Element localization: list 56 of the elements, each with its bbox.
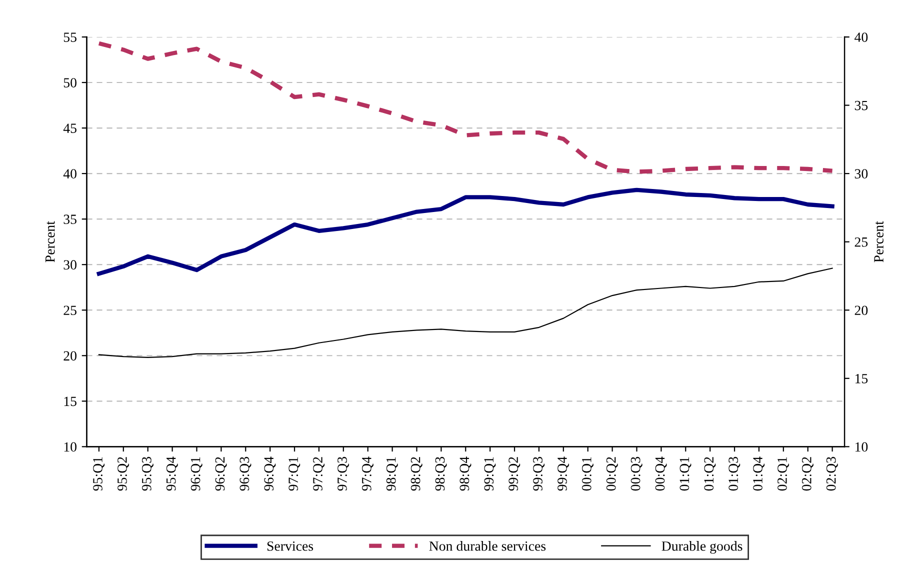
y2-tick-label: 10 — [855, 442, 868, 452]
y-tick-label: 30 — [64, 260, 76, 270]
x-tick-label: 95:Q3 — [142, 456, 154, 491]
x-tick-label: 99:Q2 — [508, 457, 520, 491]
y2-axis-title: Percent — [874, 221, 884, 262]
x-tick-label: 01:Q1 — [680, 457, 692, 491]
y-tick-label: 10 — [64, 442, 76, 452]
legend-label: Services — [267, 541, 314, 551]
y-tick-label: 35 — [64, 214, 76, 224]
y2-tick-label: 15 — [855, 374, 868, 384]
line-series — [96, 41, 834, 174]
x-tick-label: 01:Q4 — [753, 456, 765, 491]
x-tick-label: 98:Q4 — [460, 456, 472, 491]
legend-label: Durable goods — [662, 541, 742, 554]
x-tick-label: 01:Q2 — [704, 457, 716, 491]
line-series — [98, 268, 833, 358]
x-tick-label: 95:Q2 — [118, 457, 129, 491]
x-tick-label: 02:Q2 — [802, 457, 814, 491]
x-tick-label: 02:Q3 — [826, 456, 838, 491]
y-axis-title: Percent — [46, 221, 55, 262]
y-tick-label: 50 — [64, 78, 76, 88]
y-tick-label: 40 — [63, 169, 76, 178]
x-tick-label: 98:Q2 — [410, 457, 422, 491]
x-tick-label: 00:Q2 — [606, 457, 618, 491]
y-tick-label: 25 — [64, 306, 76, 316]
y-tick-label: 20 — [64, 351, 76, 361]
x-tick-label: 02:Q1 — [778, 457, 790, 491]
x-tick-label: 99:Q3 — [533, 456, 545, 491]
x-tick-label: 99:Q1 — [484, 457, 496, 491]
x-tick-label: 97:Q2 — [313, 457, 325, 491]
y2-tick-label: 30 — [854, 169, 868, 178]
x-tick-label: 96:Q3 — [240, 456, 252, 491]
x-tick-label: 96:Q1 — [190, 457, 202, 491]
x-tick-label: 99:Q4 — [558, 456, 569, 491]
x-tick-label: 97:Q1 — [288, 457, 300, 491]
x-tick-label: 96:Q4 — [264, 456, 276, 491]
x-tick-label: 97:Q4 — [362, 456, 374, 491]
x-tick-label: 96:Q2 — [215, 457, 227, 491]
x-tick-label: 97:Q3 — [338, 456, 349, 491]
legend-label: Non durable services — [429, 541, 546, 551]
x-tick-label: 01:Q3 — [728, 456, 740, 491]
y2-tick-label: 25 — [854, 237, 868, 247]
y2-tick-label: 20 — [854, 306, 868, 316]
y-tick-label: 15 — [64, 396, 76, 406]
x-tick-label: 98:Q1 — [386, 457, 398, 491]
x-tick-label: 98:Q3 — [435, 456, 447, 491]
line-series — [96, 188, 834, 276]
x-tick-label: 95:Q1 — [93, 457, 105, 491]
x-tick-label: 95:Q4 — [166, 456, 178, 491]
x-tick-label: 00:Q3 — [630, 456, 642, 491]
x-tick-label: 00:Q4 — [655, 456, 667, 491]
y2-tick-label: 35 — [854, 100, 868, 110]
y-tick-label: 55 — [64, 32, 76, 42]
y2-tick-label: 40 — [854, 32, 868, 42]
y-tick-label: 45 — [63, 124, 76, 133]
x-tick-label: 00:Q1 — [582, 457, 594, 491]
